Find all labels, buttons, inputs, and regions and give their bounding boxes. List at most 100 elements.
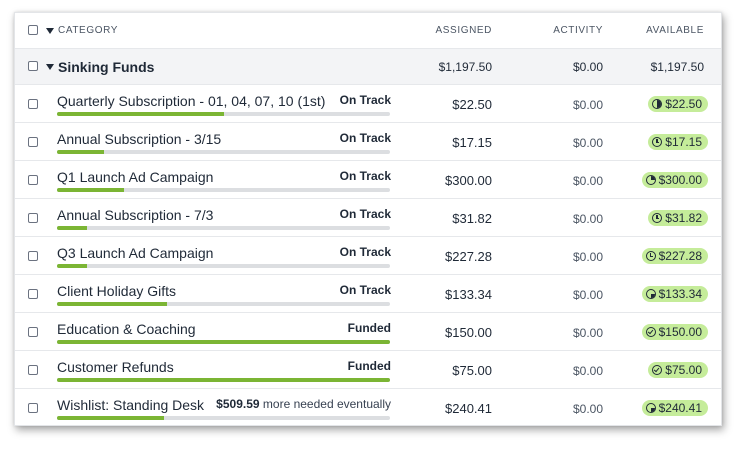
goal-status-text: On Track	[339, 131, 391, 145]
assigned-amount[interactable]: $133.34	[445, 287, 492, 302]
group-available: $1,197.50	[650, 60, 704, 74]
assigned-amount[interactable]: $17.15	[452, 135, 492, 150]
goal-status-text: On Track	[339, 93, 391, 107]
goal-progress-bar	[57, 378, 390, 382]
row-checkbox[interactable]	[28, 327, 38, 337]
select-all-checkbox[interactable]	[28, 25, 38, 35]
group-assigned: $1,197.50	[438, 60, 492, 74]
row-checkbox[interactable]	[28, 365, 38, 375]
category-name[interactable]: Q3 Launch Ad Campaign	[57, 245, 214, 261]
clock-icon	[645, 251, 656, 261]
category-name[interactable]: Annual Subscription - 3/15	[57, 131, 222, 147]
assigned-amount[interactable]: $22.50	[452, 97, 492, 112]
goal-status-suffix: more needed eventually	[262, 397, 391, 411]
row-checkbox[interactable]	[28, 251, 38, 261]
goal-status-text: Funded	[347, 321, 391, 335]
available-amount: $133.34	[658, 287, 702, 301]
assigned-amount[interactable]: $240.41	[445, 401, 492, 416]
activity-amount[interactable]: $0.00	[572, 326, 603, 340]
goal-progress-fill	[57, 188, 124, 192]
assigned-amount[interactable]: $227.28	[445, 249, 492, 264]
category-row[interactable]: Client Holiday Gifts On Track $133.34 $0.00…	[15, 275, 721, 313]
activity-amount[interactable]: $0.00	[572, 288, 603, 302]
category-row[interactable]: Annual Subscription - 7/3 On Track $31.82 $…	[15, 199, 721, 237]
goal-status: On Track	[340, 207, 391, 221]
category-name[interactable]: Q1 Launch Ad Campaign	[57, 169, 214, 185]
half-circle-icon	[652, 99, 663, 109]
budget-table: CATEGORY ASSIGNED ACTIVITY AVAILABLE Sin…	[14, 12, 722, 426]
goal-progress-fill	[57, 378, 390, 382]
goal-status: On Track	[340, 245, 391, 259]
available-amount: $240.41	[658, 401, 702, 415]
available-pill[interactable]: $75.00	[648, 362, 708, 378]
assigned-amount[interactable]: $300.00	[445, 173, 492, 188]
collapse-all-caret-icon[interactable]	[46, 28, 54, 34]
goal-status: $509.59 more needed eventually	[216, 397, 391, 411]
activity-amount[interactable]: $0.00	[572, 136, 603, 150]
goal-progress-fill	[57, 340, 390, 344]
category-row[interactable]: Quarterly Subscription - 01, 04, 07, 10 …	[15, 85, 721, 123]
pie-quarter-icon	[645, 289, 656, 299]
available-pill[interactable]: $227.28	[641, 248, 708, 264]
clock-icon	[652, 137, 663, 147]
available-pill[interactable]: $17.15	[648, 134, 708, 150]
row-checkbox[interactable]	[28, 289, 38, 299]
assigned-amount[interactable]: $75.00	[452, 363, 492, 378]
goal-status-text: On Track	[339, 283, 391, 297]
group-checkbox[interactable]	[28, 61, 38, 71]
goal-status-text: $509.59	[216, 397, 260, 411]
row-checkbox[interactable]	[28, 403, 38, 413]
group-collapse-caret-icon[interactable]	[46, 64, 54, 70]
assigned-column-header[interactable]: ASSIGNED	[435, 25, 492, 36]
category-row[interactable]: Q1 Launch Ad Campaign On Track $300.00 $0.0…	[15, 161, 721, 199]
activity-amount[interactable]: $0.00	[572, 98, 603, 112]
available-amount: $75.00	[665, 363, 702, 377]
row-checkbox[interactable]	[28, 213, 38, 223]
category-name[interactable]: Customer Refunds	[57, 359, 174, 375]
goal-status-text: On Track	[339, 169, 391, 183]
category-group-row[interactable]: Sinking Funds $1,197.50 $0.00 $1,197.50	[15, 49, 721, 85]
goal-progress-bar	[57, 340, 390, 344]
assigned-amount[interactable]: $31.82	[452, 211, 492, 226]
available-pill[interactable]: $31.82	[648, 210, 708, 226]
goal-progress-fill	[57, 226, 87, 230]
category-row[interactable]: Wishlist: Standing Desk $509.59 more need…	[15, 389, 721, 425]
category-row[interactable]: Annual Subscription - 3/15 On Track $17.15…	[15, 123, 721, 161]
available-pill[interactable]: $240.41	[641, 400, 708, 416]
activity-amount[interactable]: $0.00	[572, 402, 603, 416]
category-row[interactable]: Customer Refunds Funded $75.00 $0.00 $75.00	[15, 351, 721, 389]
activity-amount[interactable]: $0.00	[572, 212, 603, 226]
category-row[interactable]: Q3 Launch Ad Campaign On Track $227.28 $0.0…	[15, 237, 721, 275]
goal-status-text: Funded	[347, 359, 391, 373]
row-checkbox[interactable]	[28, 175, 38, 185]
category-name[interactable]: Annual Subscription - 7/3	[57, 207, 214, 223]
category-column-header[interactable]: CATEGORY	[58, 25, 118, 36]
goal-progress-bar	[57, 188, 390, 192]
group-name[interactable]: Sinking Funds	[58, 59, 155, 75]
available-pill[interactable]: $150.00	[641, 324, 708, 340]
goal-progress-fill	[57, 150, 104, 154]
goal-status: On Track	[340, 93, 391, 107]
category-row[interactable]: Education & Coaching Funded $150.00 $0.00 $1…	[15, 313, 721, 351]
available-pill[interactable]: $133.34	[641, 286, 708, 302]
goal-status-text: On Track	[339, 245, 391, 259]
category-name[interactable]: Client Holiday Gifts	[57, 283, 177, 299]
category-name[interactable]: Quarterly Subscription - 01, 04, 07, 10 …	[57, 93, 326, 109]
activity-column-header[interactable]: ACTIVITY	[553, 25, 603, 36]
available-amount: $31.82	[665, 211, 702, 225]
available-amount: $150.00	[658, 325, 702, 339]
goal-progress-bar	[57, 226, 390, 230]
category-name[interactable]: Education & Coaching	[57, 321, 196, 337]
available-pill[interactable]: $300.00	[641, 172, 708, 188]
goal-progress-fill	[57, 302, 167, 306]
activity-amount[interactable]: $0.00	[572, 364, 603, 378]
assigned-amount[interactable]: $150.00	[445, 325, 492, 340]
activity-amount[interactable]: $0.00	[572, 174, 603, 188]
activity-amount[interactable]: $0.00	[572, 250, 603, 264]
row-checkbox[interactable]	[28, 137, 38, 147]
available-column-header[interactable]: AVAILABLE	[646, 25, 704, 36]
available-amount: $17.15	[665, 135, 702, 149]
available-pill[interactable]: $22.50	[648, 96, 708, 112]
row-checkbox[interactable]	[28, 99, 38, 109]
category-name[interactable]: Wishlist: Standing Desk	[57, 397, 205, 413]
